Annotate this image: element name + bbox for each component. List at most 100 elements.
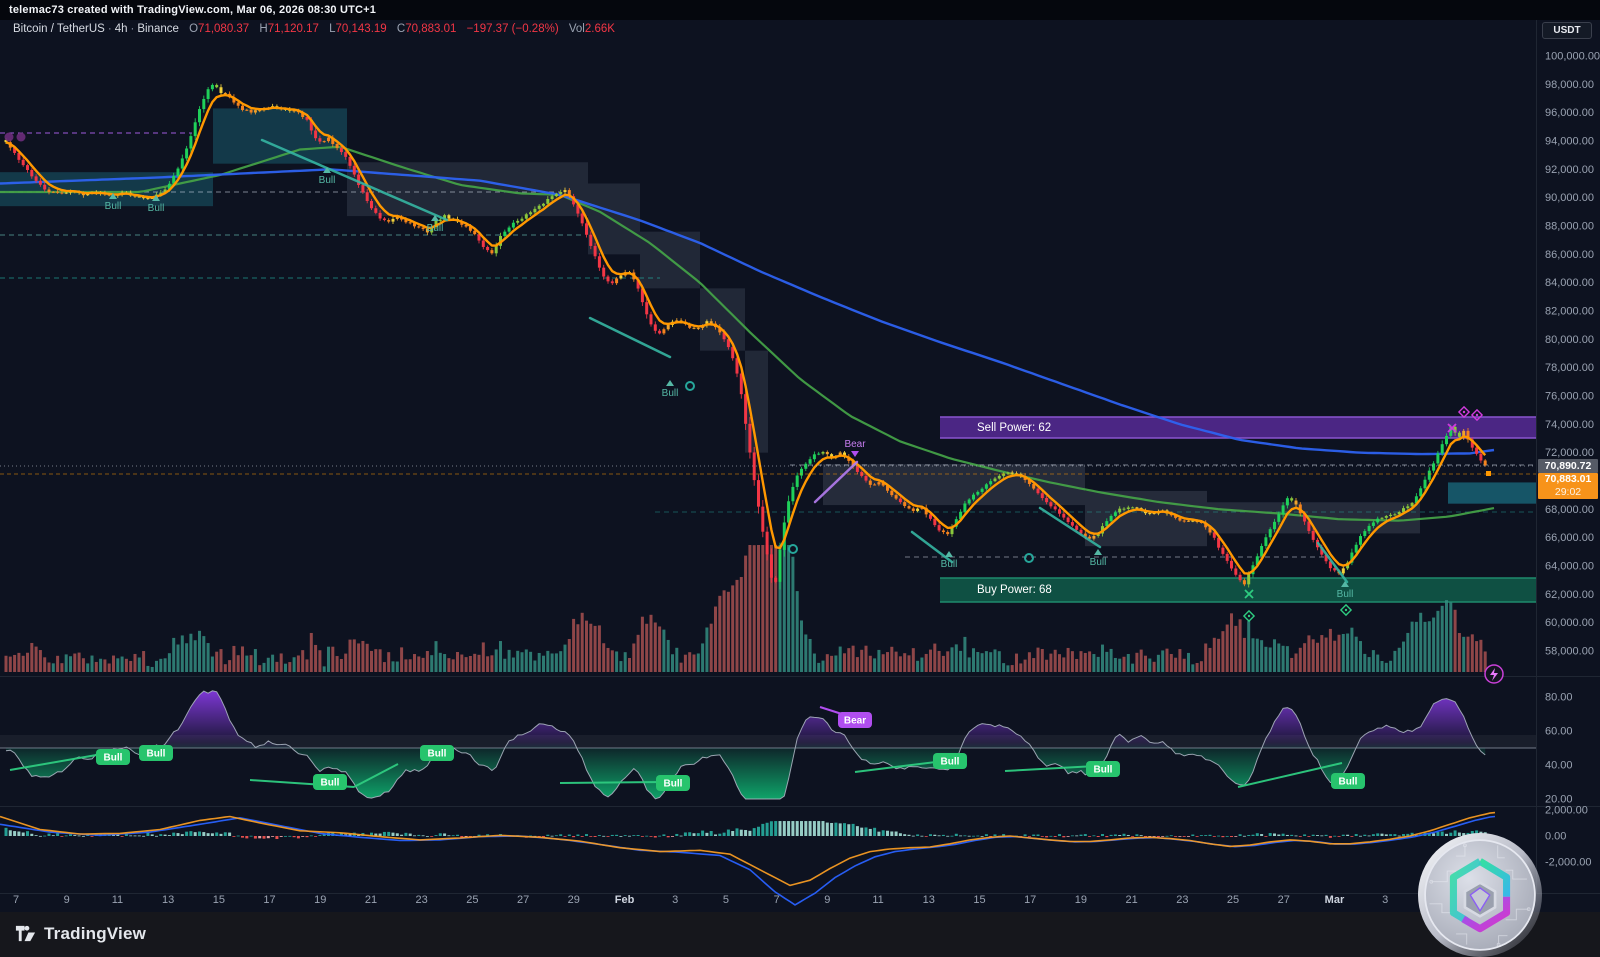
svg-text:Bull: Bull	[1094, 765, 1113, 776]
boost-button[interactable]	[1484, 664, 1504, 684]
macd-tick: 2,000.00	[1545, 805, 1588, 817]
svg-text:Bull: Bull	[664, 779, 683, 790]
symbol-title[interactable]: Bitcoin / TetherUS	[13, 23, 105, 35]
time-tick: 17	[1024, 894, 1036, 906]
price-tick: 94,000.00	[1545, 136, 1594, 148]
svg-text:Bull: Bull	[941, 757, 960, 768]
price-tick: 100,000.00	[1545, 51, 1600, 63]
bull-marker-label: Bull	[427, 223, 444, 234]
bull-marker-label: Bull	[662, 388, 679, 399]
time-tick: 19	[314, 894, 326, 906]
bull-badge	[96, 749, 130, 765]
coin-watermark-logo	[1418, 833, 1542, 957]
price-axis[interactable]: 100,000.00 98,000.00 96,000.00 94,000.00 92,…	[1545, 51, 1600, 869]
svg-text:Bull: Bull	[1339, 777, 1358, 788]
price-tick: 62,000.00	[1545, 589, 1594, 601]
svg-text:Bear: Bear	[844, 716, 866, 727]
open-value: 71,080.37	[198, 23, 250, 35]
price-tick: 66,000.00	[1545, 532, 1594, 544]
bull-marker-label: Bull	[1090, 557, 1107, 568]
price-lines	[0, 465, 1536, 475]
chart-canvas[interactable]: Bull Bull Bull Bull Bull Bull Bull Bull Bear Bull…	[0, 0, 1600, 912]
price-tick: 82,000.00	[1545, 306, 1594, 318]
exchange-label: Binance	[137, 23, 179, 35]
low-label: L	[329, 23, 336, 35]
osc-tick: 60.00	[1545, 726, 1573, 738]
time-tick: 23	[1176, 894, 1188, 906]
price-tick: 96,000.00	[1545, 107, 1594, 119]
price-tick: 86,000.00	[1545, 249, 1594, 261]
bear-marker-label: Bear	[844, 439, 866, 450]
symbol-legend[interactable]: Bitcoin / TetherUS · 4h · Binance O71,080.37…	[13, 23, 615, 35]
time-tick: 7	[13, 894, 19, 906]
tradingview-logo[interactable]: TradingView	[14, 922, 146, 945]
price-tick: 78,000.00	[1545, 362, 1594, 374]
osc-tick: 40.00	[1545, 760, 1573, 772]
osc-tick: 20.00	[1545, 794, 1573, 806]
price-tick: 74,000.00	[1545, 419, 1594, 431]
time-tick: 11	[872, 894, 883, 906]
time-tick: 11	[112, 894, 123, 906]
dashed-levels	[0, 132, 1536, 558]
indicator-clouds	[0, 108, 1536, 547]
time-tick: Feb	[615, 894, 635, 906]
time-tick: 7	[774, 894, 780, 906]
bear-badge	[838, 712, 872, 728]
time-tick: 25	[466, 894, 478, 906]
power-banners[interactable]	[940, 416, 1536, 603]
close-label: C	[396, 23, 406, 35]
moving-averages	[0, 145, 1495, 522]
time-tick: Mar	[1325, 894, 1345, 906]
volume-value: 2.66K	[584, 23, 615, 35]
low-value: 70,143.19	[335, 23, 387, 35]
bull-marker-label: Bull	[105, 201, 122, 212]
time-tick: 15	[213, 894, 225, 906]
time-axis[interactable]: 7 9 11 13 15 17 19 21 23 25 27 29 Feb 3 5 7 9 11 13 15 17 19 2…	[13, 894, 1439, 906]
price-tick: 80,000.00	[1545, 334, 1594, 346]
bull-badge	[313, 774, 347, 790]
price-tick: 76,000.00	[1545, 391, 1594, 403]
osc-tick: 80.00	[1545, 692, 1573, 704]
bull-marker-label: Bull	[319, 175, 336, 186]
bull-marker-label: Bull	[148, 203, 165, 214]
attribution-text: telemac73 created with TradingView.com, …	[9, 4, 377, 16]
price-tick: 58,000.00	[1545, 646, 1594, 658]
buy-power-banner-label[interactable]: Buy Power: 68	[977, 584, 1052, 596]
time-tick: 3	[672, 894, 678, 906]
close-value: 70,883.01	[405, 23, 457, 35]
open-label: O	[189, 23, 199, 35]
time-tick: 27	[1278, 894, 1290, 906]
high-label: H	[259, 23, 268, 35]
bull-badge	[1086, 761, 1120, 777]
macd-tick: 0.00	[1545, 831, 1566, 843]
time-tick: 19	[1075, 894, 1087, 906]
close-price-value: 70,883.01	[1544, 473, 1592, 485]
time-tick: 27	[517, 894, 529, 906]
bull-badge	[933, 753, 967, 769]
fast-ma-line	[5, 93, 1487, 575]
time-tick: 13	[923, 894, 935, 906]
tradingview-brand-text: TradingView	[44, 923, 147, 943]
sell-power-banner-label[interactable]: Sell Power: 62	[977, 422, 1052, 434]
bar-countdown: 29:02	[1554, 486, 1582, 498]
price-tick: 92,000.00	[1545, 164, 1594, 176]
pane-separators	[0, 20, 1600, 894]
volume-label: Vol	[568, 23, 585, 35]
price-tick: 98,000.00	[1545, 79, 1594, 91]
currency-toggle-button[interactable]: USDT	[1542, 22, 1592, 39]
bull-badge	[1331, 773, 1365, 789]
svg-text:Bull: Bull	[428, 749, 447, 760]
time-tick: 5	[723, 894, 729, 906]
signal-markers: Bull Bull Bull Bull Bull Bull Bull Bull Bear	[4, 132, 1484, 623]
time-tick: 3	[1382, 894, 1388, 906]
time-tick: 9	[64, 894, 70, 906]
tradingview-logo-icon	[15, 925, 36, 942]
interval-label[interactable]: 4h	[114, 23, 128, 35]
last-price-label: 70,890.72	[1538, 459, 1598, 473]
time-tick: 21	[1125, 894, 1137, 906]
time-tick: 25	[1227, 894, 1239, 906]
change-value: −197.37 (−0.28%)	[466, 23, 559, 35]
svg-text:Bull: Bull	[104, 753, 123, 764]
time-tick: 9	[824, 894, 830, 906]
